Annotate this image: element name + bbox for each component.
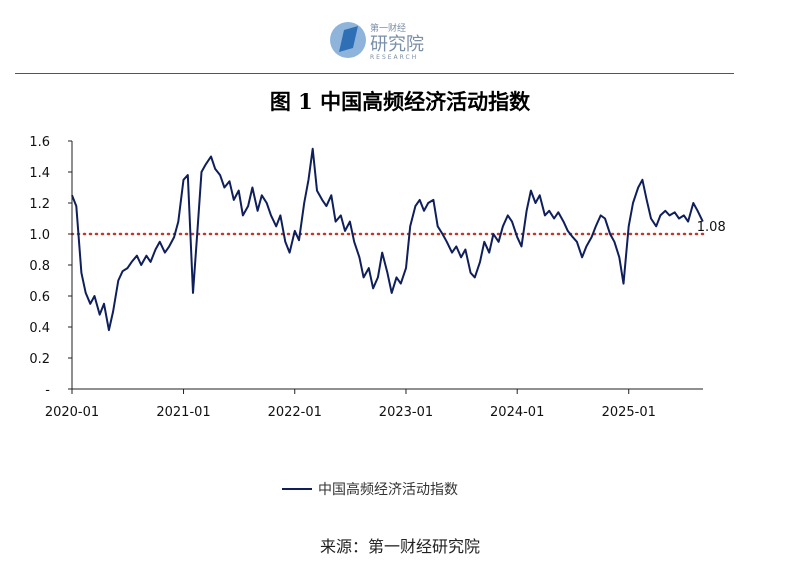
logo: 第一财经 研究院 RESEARCH (328, 18, 438, 62)
logo-mark (339, 26, 358, 52)
x-tick-label: 2020-01 (45, 405, 99, 420)
y-tick-label: 1.0 (29, 228, 50, 243)
x-tick-label: 2021-01 (156, 405, 210, 420)
y-tick-label: 1.4 (29, 166, 50, 181)
y-tick-label: 0.8 (29, 259, 50, 274)
logo-graphic: 第一财经 研究院 RESEARCH (330, 22, 424, 61)
logo-top-text: 第一财经 (370, 22, 406, 34)
legend-swatch (282, 488, 312, 490)
source-note: 来源：第一财经研究院 (319, 537, 480, 556)
legend-label: 中国高频经济活动指数 (318, 482, 458, 498)
logo-sub-text: RESEARCH (370, 54, 418, 61)
y-tick-label: 1.6 (29, 135, 50, 150)
last-value-label: 1.08 (697, 220, 726, 235)
x-tick-label: 2023-01 (379, 405, 433, 420)
y-tick-label: 0.4 (29, 321, 50, 336)
series-line (71, 147, 704, 332)
chart-title: 图 1 中国高频经济活动指数 (269, 89, 531, 114)
y-axis-ticks: - 0.2 0.4 0.6 0.8 1.0 1.2 1.4 1.6 (29, 135, 72, 398)
header-divider (15, 73, 734, 74)
x-tick-label: 2022-01 (268, 405, 322, 420)
y-tick-label: 0.2 (29, 352, 50, 367)
x-axis-ticks: 2020-01 2021-01 2022-01 2023-01 2024-01 2025-… (45, 389, 656, 420)
x-tick-label: 2025-01 (602, 405, 656, 420)
y-tick-label: 1.2 (29, 197, 50, 212)
y-tick-label: - (45, 383, 50, 398)
y-tick-label: 0.6 (29, 290, 50, 305)
legend: 中国高频经济活动指数 (282, 479, 458, 499)
logo-main-text: 研究院 (370, 34, 424, 55)
x-tick-label: 2024-01 (490, 405, 544, 420)
